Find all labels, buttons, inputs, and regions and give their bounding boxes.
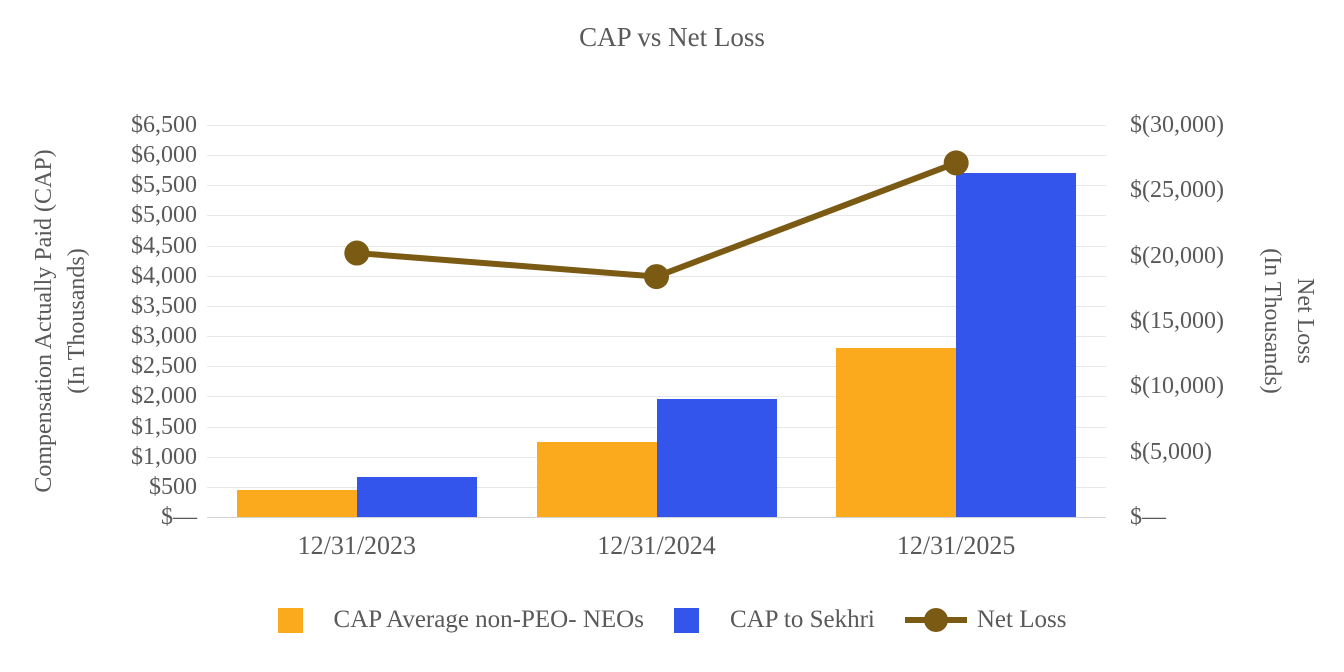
right-axis-title: Net Loss (In Thousands) xyxy=(1255,248,1321,394)
y-axis-left-tick: $4,000 xyxy=(131,262,197,289)
legend-item-cap-average-non-peo-neos: CAP Average non-PEO- NEOs xyxy=(277,606,644,634)
legend-item-cap-to-sekhri: CAP to Sekhri xyxy=(673,606,875,634)
y-axis-right-tick: $(10,000) xyxy=(1130,373,1224,400)
y-axis-left-tick: $500 xyxy=(149,473,197,500)
y-axis-left-tick: $3,500 xyxy=(131,292,197,319)
y-axis-left-tick: $1,000 xyxy=(131,443,197,470)
y-axis-left-tick: $2,500 xyxy=(131,353,197,380)
bar-cap-to-sekhri xyxy=(656,399,777,517)
legend-label-cap-average-non-peo-neos: CAP Average non-PEO- NEOs xyxy=(333,606,644,633)
x-axis-label: 12/31/2023 xyxy=(297,531,417,560)
left-axis-title: Compensation Actually Paid (CAP) (In Tho… xyxy=(28,149,94,492)
y-axis-right-tick: $— xyxy=(1130,504,1166,530)
x-axis-label: 12/31/2024 xyxy=(597,531,716,560)
left-axis-title-line1: Compensation Actually Paid (CAP) xyxy=(31,149,57,493)
bar-cap-average-non-peo-neos xyxy=(536,441,657,517)
legend-item-net-loss: Net Loss xyxy=(904,606,1067,634)
y-axis-left-tick: $5,500 xyxy=(131,172,197,199)
gridline xyxy=(207,305,1106,307)
y-axis-left-tick: $2,000 xyxy=(131,383,197,410)
y-axis-left-tick: $1,500 xyxy=(131,413,197,440)
legend-label-net-loss: Net Loss xyxy=(976,606,1067,633)
y-axis-left-tick: $5,000 xyxy=(131,202,197,229)
bar-cap-average-non-peo-neos xyxy=(236,489,357,517)
legend-line-dot-marker xyxy=(904,607,967,633)
y-axis-left-tick: $4,500 xyxy=(131,232,197,259)
bar-cap-average-non-peo-neos xyxy=(836,348,957,517)
bar-cap-to-sekhri xyxy=(956,173,1077,517)
gridline xyxy=(207,155,1106,157)
net-loss-point xyxy=(943,150,969,176)
legend-swatch-cap-to-sekhri xyxy=(673,607,699,633)
right-axis-title-line2: (In Thousands) xyxy=(1259,248,1285,394)
gridline xyxy=(207,396,1106,398)
gridline xyxy=(207,366,1106,368)
y-axis-right-tick: $(20,000) xyxy=(1130,242,1224,269)
x-axis-label: 12/31/2025 xyxy=(896,531,1016,560)
legend-line-dot xyxy=(923,608,948,632)
net-loss-point xyxy=(344,240,370,266)
y-axis-right-tick: $(25,000) xyxy=(1130,177,1224,204)
gridline xyxy=(207,336,1106,338)
y-axis-right-tick: $(5,000) xyxy=(1130,438,1212,465)
legend-label-cap-to-sekhri: CAP to Sekhri xyxy=(729,606,875,633)
x-axis-baseline xyxy=(207,517,1106,518)
net-loss-line xyxy=(356,160,958,280)
chart-title: CAP vs Net Loss xyxy=(579,22,765,52)
y-axis-right-tick: $(30,000) xyxy=(1130,112,1224,138)
y-axis-left-tick: $6,500 xyxy=(131,112,197,138)
y-axis-left-tick: $3,000 xyxy=(131,323,197,350)
legend: CAP Average non-PEO- NEOs CAP to Sekhri Ne… xyxy=(0,599,1344,641)
y-axis-left-tick: $— xyxy=(161,504,197,530)
bar-cap-to-sekhri xyxy=(356,477,477,517)
right-axis-title-line1: Net Loss xyxy=(1292,277,1318,364)
gridline xyxy=(207,125,1106,126)
left-axis-title-line2: (In Thousands) xyxy=(64,248,90,394)
y-axis-left-tick: $6,000 xyxy=(131,142,197,169)
legend-swatch-cap-average-non-peo-neos xyxy=(277,607,303,633)
y-axis-right-tick: $(15,000) xyxy=(1130,308,1224,334)
